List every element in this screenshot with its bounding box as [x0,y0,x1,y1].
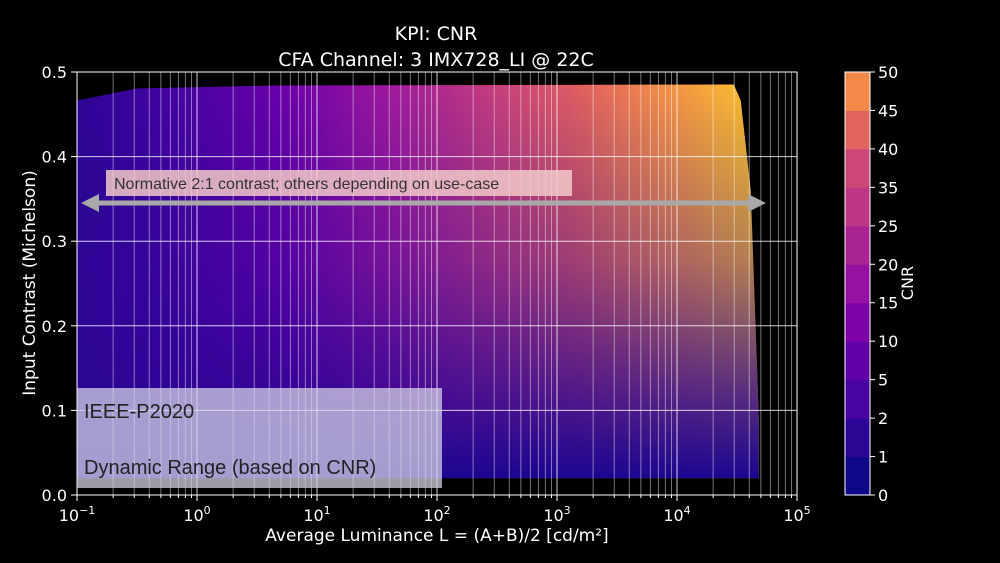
colorbar-tick-label: 10 [878,332,898,351]
y-tick-label: 0.3 [42,232,67,251]
x-tick-label-base: 10 [59,506,79,525]
colorbar-tick-label: 2 [878,409,888,428]
x-tick-label: 10−1 [59,504,96,525]
colorbar-tick-label: 35 [878,178,898,197]
x-tick-label: 104 [663,504,690,525]
y-tick-label: 0.0 [42,486,67,505]
x-tick-label-base: 10 [783,506,803,525]
colorbar-segment [845,302,870,342]
y-tick-label: 0.4 [42,148,67,167]
colorbar-segment [845,110,870,150]
x-tick-label: 100 [183,504,210,525]
x-axis-label: Average Luminance L = (A+B)/2 [cd/m²] [265,526,608,546]
ieee-box-subtitle: Dynamic Range (based on CNR) [84,457,376,479]
x-tick-label: 103 [543,504,570,525]
colorbar-segment [845,148,870,188]
colorbar-segment [845,379,870,419]
y-axis-label: Input Contrast (Michelson) [20,170,40,395]
colorbar-segment [845,456,870,496]
x-tick-label-base: 10 [183,506,203,525]
colorbar-segment [845,187,870,227]
colorbar-segment [845,418,870,458]
colorbar-tick-label: 45 [878,101,898,120]
contrast-label-background [106,170,572,196]
ieee-box-background [77,388,442,488]
x-tick-label-exponent: 5 [804,504,811,517]
ieee-info-box: IEEE-P2020 Dynamic Range (based on CNR) [77,388,442,488]
x-tick-label: 105 [783,504,810,525]
colorbar-tick-label: 40 [878,140,898,159]
colorbar-segment [845,341,870,381]
y-tick-label: 0.1 [42,401,67,420]
colorbar-segment [845,264,870,304]
x-tick-label-base: 10 [663,506,683,525]
x-tick-label-exponent: 0 [204,504,211,517]
colorbar-tick-label: 5 [878,371,888,390]
x-tick-label: 102 [423,504,450,525]
chart-subtitle: CFA Channel: 3 IMX728_LI @ 22C [278,49,594,71]
x-tick-label-exponent: 3 [564,504,571,517]
x-tick-label-exponent: 4 [684,504,691,517]
title-block: KPI: CNR CFA Channel: 3 IMX728_LI @ 22C [278,23,594,71]
contrast-annotation: Normative 2:1 contrast; others depending… [81,170,766,212]
colorbar-tick-label: 15 [878,294,898,313]
contrast-arrow-right-head [748,194,766,212]
x-tick-label-exponent: 1 [324,504,331,517]
colorbar-tick-label: 50 [878,63,898,82]
colorbar-tick-label: 25 [878,217,898,236]
colorbar-tick-label: 20 [878,255,898,274]
x-axis-ticks: 10−1 100 101 102 103 104 105 [59,495,811,525]
ieee-box-title: IEEE-P2020 [84,401,194,423]
contrast-label: Normative 2:1 contrast; others depending… [114,176,499,193]
colorbar-tick-label: 0 [878,486,888,505]
colorbar-segment [845,72,870,111]
x-tick-label-exponent: −1 [79,504,95,517]
colorbar-frame [844,71,871,496]
y-axis-ticks: 0.0 0.1 0.2 0.3 0.4 0.5 [42,63,77,505]
x-tick-label-base: 10 [303,506,323,525]
y-tick-label: 0.5 [42,63,67,82]
x-tick-label: 101 [303,504,330,525]
contrast-arrow-left-head [81,194,99,212]
colorbar-tick-label: 1 [878,448,888,467]
colorbar-segment [845,225,870,265]
y-tick-label: 0.2 [42,317,67,336]
x-tick-label-exponent: 2 [444,504,451,517]
x-tick-label-base: 10 [423,506,443,525]
colorbar-label: CNR [898,266,917,300]
x-tick-label-base: 10 [543,506,563,525]
chart-title: KPI: CNR [395,23,478,45]
